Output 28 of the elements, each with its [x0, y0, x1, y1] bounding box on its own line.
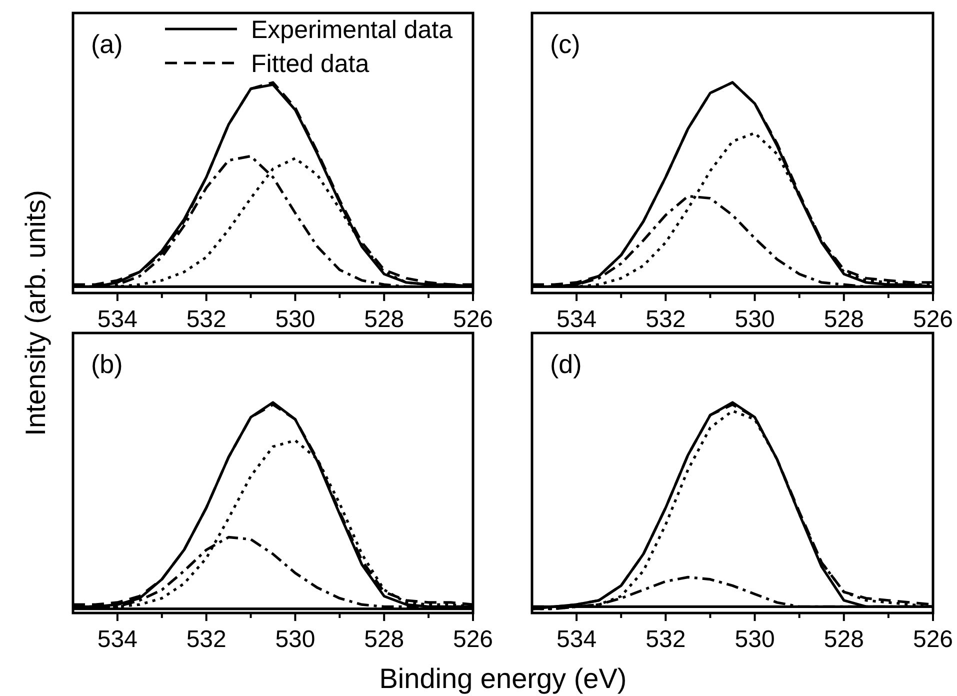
x-tick-label: 526	[912, 306, 954, 333]
x-tick-label: 532	[186, 626, 226, 653]
legend-label: Fitted data	[251, 50, 370, 78]
x-tick-label: 526	[452, 306, 494, 333]
chart-title: (a)	[91, 29, 123, 59]
x-tick-label: 528	[364, 306, 404, 333]
x-tick-label: 528	[824, 306, 864, 333]
legend-label: Experimental data	[251, 16, 453, 44]
x-tick-label: 528	[824, 626, 864, 653]
x-tick-label: 530	[275, 626, 316, 653]
x-tick-label: 534	[556, 306, 597, 333]
chart-title: (c)	[550, 29, 580, 59]
x-tick-label: 528	[364, 626, 404, 653]
x-axis-title: Binding energy (eV)	[379, 663, 627, 694]
chart-title: (b)	[91, 349, 123, 379]
x-tick-label: 534	[97, 626, 138, 653]
x-tick-label: 534	[556, 626, 597, 653]
x-tick-label: 526	[452, 626, 494, 653]
x-tick-label: 532	[646, 306, 686, 333]
chart-title: (d)	[550, 349, 582, 379]
x-tick-label: 530	[734, 626, 775, 653]
x-tick-label: 534	[97, 306, 138, 333]
x-tick-label: 526	[912, 626, 954, 653]
x-tick-label: 532	[186, 306, 226, 333]
y-axis-title: Intensity (arb. units)	[20, 190, 51, 436]
x-tick-label: 532	[646, 626, 686, 653]
x-tick-label: 530	[275, 306, 316, 333]
x-tick-label: 530	[734, 306, 775, 333]
